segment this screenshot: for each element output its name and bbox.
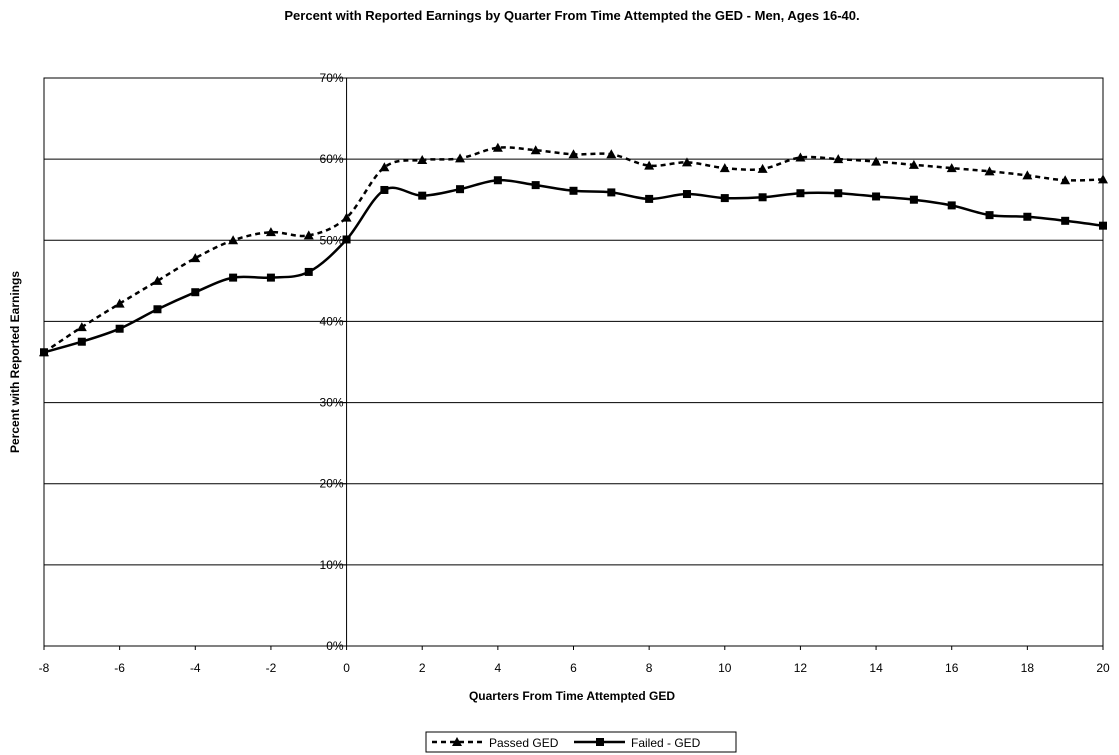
point-passed bbox=[1022, 170, 1033, 180]
x-tick-label: 6 bbox=[570, 661, 577, 675]
point-passed bbox=[530, 145, 541, 155]
x-tick-label: 4 bbox=[495, 661, 502, 675]
point-failed bbox=[456, 185, 465, 194]
x-axis-title: Quarters From Time Attempted GED bbox=[469, 689, 675, 703]
point-failed bbox=[191, 288, 200, 297]
point-passed bbox=[265, 227, 276, 237]
series-layer bbox=[39, 142, 1108, 357]
y-tick-label: 50% bbox=[320, 233, 344, 247]
y-tick-label: 20% bbox=[320, 477, 344, 491]
point-failed bbox=[40, 348, 48, 357]
point-passed bbox=[606, 149, 617, 159]
point-failed bbox=[342, 235, 351, 244]
x-tick-label: -2 bbox=[266, 661, 277, 675]
legend-label-failed: Failed - GED bbox=[631, 736, 701, 750]
x-tick-label: 2 bbox=[419, 661, 426, 675]
point-failed bbox=[304, 267, 313, 276]
point-passed bbox=[455, 153, 466, 163]
point-passed bbox=[757, 163, 768, 173]
point-failed bbox=[1023, 212, 1032, 221]
legend-item-failed: Failed - GED bbox=[574, 736, 701, 750]
y-tick-label: 0% bbox=[326, 639, 344, 653]
point-failed bbox=[796, 189, 805, 198]
point-failed bbox=[985, 211, 994, 220]
point-passed bbox=[492, 142, 503, 152]
legend-marker-failed bbox=[596, 738, 604, 746]
point-passed bbox=[681, 157, 692, 167]
point-failed bbox=[645, 194, 654, 203]
point-failed bbox=[834, 189, 843, 198]
point-passed bbox=[946, 163, 957, 173]
point-failed bbox=[153, 305, 162, 314]
y-axis-ticks: 0% 10% 20% 30% 40% 50% 60% 70% bbox=[320, 71, 347, 653]
point-passed bbox=[719, 163, 730, 173]
point-passed bbox=[984, 166, 995, 176]
x-tick-label: 10 bbox=[718, 661, 732, 675]
point-passed bbox=[871, 156, 882, 166]
x-tick-label: 0 bbox=[343, 661, 350, 675]
x-axis-ticks: -8 -6 -4 -2 0 2 4 6 8 10 12 14 16 18 20 bbox=[39, 646, 1110, 675]
point-failed bbox=[380, 185, 389, 194]
point-failed bbox=[531, 181, 540, 190]
x-tick-label: 20 bbox=[1096, 661, 1110, 675]
point-passed bbox=[795, 152, 806, 162]
point-failed bbox=[758, 193, 767, 202]
point-failed bbox=[1061, 216, 1070, 225]
point-passed bbox=[379, 162, 390, 172]
point-failed bbox=[909, 195, 918, 204]
point-passed bbox=[833, 154, 844, 164]
legend: Passed GED Failed - GED bbox=[425, 731, 737, 753]
x-tick-label: -6 bbox=[114, 661, 125, 675]
point-failed bbox=[569, 186, 578, 195]
point-passed bbox=[644, 160, 655, 170]
x-tick-label: -4 bbox=[190, 661, 201, 675]
point-failed bbox=[947, 201, 956, 210]
x-tick-label: 12 bbox=[794, 661, 808, 675]
y-tick-label: 30% bbox=[320, 396, 344, 410]
point-passed bbox=[228, 235, 239, 245]
point-failed bbox=[607, 188, 616, 197]
point-failed bbox=[266, 273, 275, 282]
y-axis-title: Percent with Reported Earnings bbox=[8, 271, 22, 453]
legend-item-passed: Passed GED bbox=[432, 736, 559, 750]
y-tick-label: 10% bbox=[320, 558, 344, 572]
point-passed bbox=[76, 322, 87, 332]
point-failed bbox=[229, 273, 238, 282]
point-passed bbox=[1060, 175, 1071, 185]
point-passed bbox=[341, 212, 352, 222]
point-passed bbox=[568, 149, 579, 159]
x-tick-label: 18 bbox=[1021, 661, 1035, 675]
point-passed bbox=[303, 230, 314, 240]
point-passed bbox=[114, 298, 125, 308]
y-tick-label: 40% bbox=[320, 314, 344, 328]
x-tick-label: 8 bbox=[646, 661, 653, 675]
point-failed bbox=[77, 337, 86, 346]
point-passed bbox=[1098, 174, 1108, 184]
point-passed bbox=[190, 253, 201, 263]
legend-label-passed: Passed GED bbox=[489, 736, 559, 750]
point-failed bbox=[115, 324, 124, 333]
series-failed bbox=[40, 176, 1107, 357]
point-passed bbox=[152, 275, 163, 285]
point-failed bbox=[682, 190, 691, 199]
legend-marker-passed bbox=[452, 737, 462, 746]
point-failed bbox=[493, 176, 502, 185]
point-passed bbox=[417, 154, 428, 164]
x-tick-label: 14 bbox=[869, 661, 883, 675]
gridlines bbox=[44, 158, 1103, 566]
x-tick-label: -8 bbox=[39, 661, 50, 675]
point-failed bbox=[1099, 221, 1107, 230]
point-failed bbox=[720, 194, 729, 203]
chart-title: Percent with Reported Earnings by Quarte… bbox=[284, 8, 859, 23]
point-failed bbox=[872, 192, 881, 201]
y-tick-label: 70% bbox=[320, 71, 344, 85]
y-tick-label: 60% bbox=[320, 152, 344, 166]
x-tick-label: 16 bbox=[945, 661, 959, 675]
point-passed bbox=[908, 159, 919, 169]
point-failed bbox=[418, 191, 427, 200]
plot-area bbox=[43, 77, 1104, 647]
